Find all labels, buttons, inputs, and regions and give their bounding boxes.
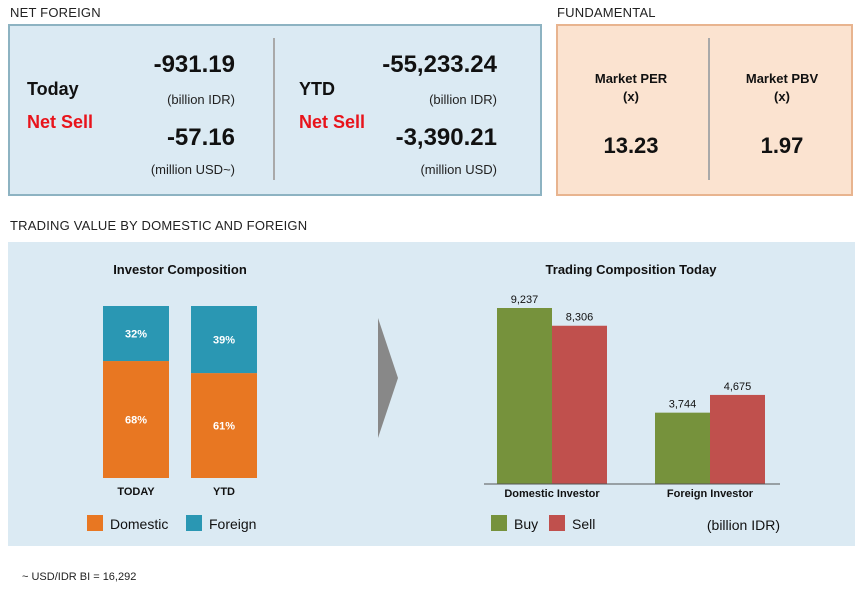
value-label-foreign-investor-buy: 3,744 xyxy=(669,399,697,411)
ytd-unit-idr: (billion IDR) xyxy=(429,92,497,107)
today-value-idr: -931.19 xyxy=(153,51,235,78)
trading-composition-bars: 9,237 8,306 Domestic Investor 3,744 4,675 For… xyxy=(497,294,765,500)
legend-label-buy: Buy xyxy=(514,516,538,532)
ytd-label: YTD xyxy=(299,79,335,99)
bar-foreign-investor-sell xyxy=(710,394,765,484)
investor-composition-bars: 68% 32% TODAY 61% 39% YTD xyxy=(103,306,257,498)
bar-ytd-domestic xyxy=(191,373,257,478)
today-unit-idr: (billion IDR) xyxy=(167,92,235,107)
legend-label-sell: Sell xyxy=(572,516,595,532)
ytd-value-usd: -3,390.21 xyxy=(395,124,497,151)
trading-composition-title: Trading Composition Today xyxy=(546,262,718,277)
today-status: Net Sell xyxy=(27,112,94,132)
today-value-usd: -57.16 xyxy=(166,124,235,151)
net-foreign-title: NET FOREIGN xyxy=(10,5,101,20)
today-unit-usd: (million USD~) xyxy=(150,162,235,177)
bar-today-domestic xyxy=(103,361,169,478)
bar-foreign-investor-buy xyxy=(655,412,710,484)
pct-label-ytd-foreign: 39% xyxy=(213,335,235,347)
value-label-domestic-investor-buy: 9,237 xyxy=(511,294,539,306)
pct-label-ytd-domestic: 61% xyxy=(213,421,235,433)
unit-note: (billion IDR) xyxy=(707,517,780,533)
footnote: ~ USD/IDR BI = 16,292 xyxy=(22,571,137,583)
value-label-foreign-investor-sell: 4,675 xyxy=(724,381,752,393)
trading-panel: Investor Composition 68% 32% TODAY 61% 39% YT… xyxy=(8,242,855,546)
ytd-status: Net Sell xyxy=(299,112,366,132)
bar-ytd-foreign xyxy=(191,306,257,374)
fundamental-panel: Market PER (x) 13.23 Market PBV (x) 1.97 xyxy=(556,24,853,196)
investor-composition-legend: Domestic Foreign xyxy=(87,515,256,532)
pbv-unit: (x) xyxy=(774,89,790,104)
pbv-value: 1.97 xyxy=(760,133,804,158)
net-foreign-divider xyxy=(273,38,275,180)
per-unit: (x) xyxy=(623,89,639,104)
ytd-unit-usd: (million USD) xyxy=(420,162,497,177)
category-label-today: TODAY xyxy=(117,486,155,498)
value-label-domestic-investor-sell: 8,306 xyxy=(566,312,594,324)
legend-label-domestic: Domestic xyxy=(110,516,168,532)
legend-swatch-domestic xyxy=(87,515,103,531)
legend-label-foreign: Foreign xyxy=(209,516,256,532)
trading-composition-legend: Buy Sell xyxy=(491,515,595,532)
arrow-right-icon xyxy=(378,318,398,438)
fundamental-title: FUNDAMENTAL xyxy=(557,5,656,20)
trading-title: TRADING VALUE BY DOMESTIC AND FOREIGN xyxy=(10,218,308,233)
ytd-value-idr: -55,233.24 xyxy=(382,51,497,78)
bar-domestic-investor-sell xyxy=(552,325,607,484)
fundamental-divider xyxy=(708,38,710,180)
investor-composition-title: Investor Composition xyxy=(113,262,247,277)
category-label-foreign-investor: Foreign Investor xyxy=(667,488,754,500)
today-label: Today xyxy=(27,79,79,99)
trading-charts: Investor Composition 68% 32% TODAY 61% 39% YT… xyxy=(87,262,780,533)
net-foreign-panel: Today Net Sell -931.19 (billion IDR) -57… xyxy=(8,24,542,196)
category-label-ytd: YTD xyxy=(213,486,235,498)
bar-today-foreign xyxy=(103,306,169,362)
legend-swatch-sell xyxy=(549,515,565,531)
pct-label-today-foreign: 32% xyxy=(125,329,147,341)
pbv-label: Market PBV xyxy=(745,71,819,86)
per-value: 13.23 xyxy=(603,133,659,158)
legend-swatch-buy xyxy=(491,515,507,531)
category-label-domestic-investor: Domestic Investor xyxy=(504,488,600,500)
bar-domestic-investor-buy xyxy=(497,308,552,484)
legend-swatch-foreign xyxy=(186,515,202,531)
pct-label-today-domestic: 68% xyxy=(125,415,147,427)
per-label: Market PER xyxy=(594,71,668,86)
